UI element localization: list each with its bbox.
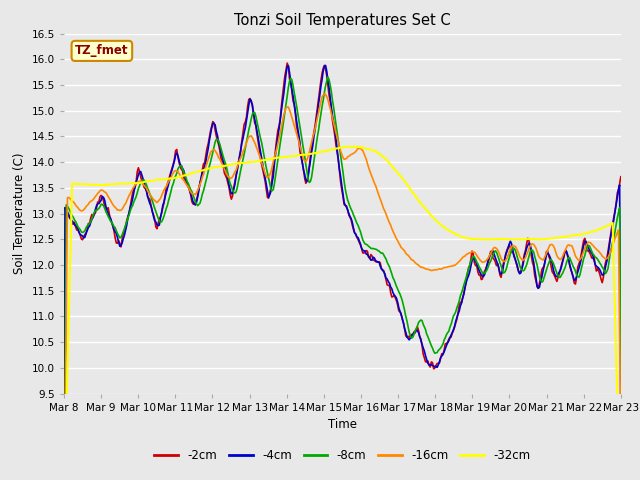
Y-axis label: Soil Temperature (C): Soil Temperature (C) [13,153,26,275]
Text: TZ_fmet: TZ_fmet [75,44,129,58]
Legend: -2cm, -4cm, -8cm, -16cm, -32cm: -2cm, -4cm, -8cm, -16cm, -32cm [150,444,535,467]
Title: Tonzi Soil Temperatures Set C: Tonzi Soil Temperatures Set C [234,13,451,28]
X-axis label: Time: Time [328,418,357,431]
